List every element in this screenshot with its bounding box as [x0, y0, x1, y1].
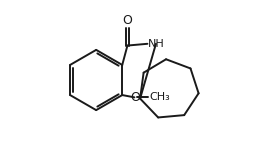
Text: NH: NH [148, 39, 165, 49]
Text: CH₃: CH₃ [149, 92, 170, 102]
Text: O: O [130, 91, 140, 104]
Text: O: O [122, 14, 132, 27]
